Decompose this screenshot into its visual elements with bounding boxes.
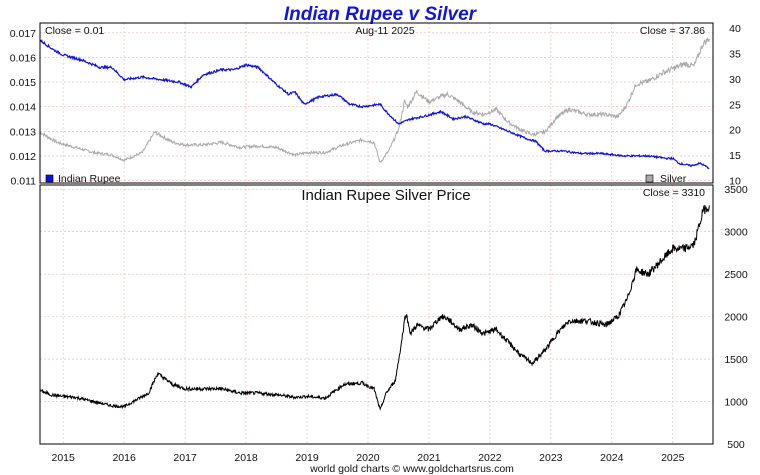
rupee-close-label: Close = 0.01 <box>45 25 104 37</box>
price-axis-tick: 3500 <box>724 184 748 196</box>
x-tick-label: 2025 <box>661 452 685 464</box>
chart-title: Indian Rupee v Silver <box>284 4 478 25</box>
top-right-axis: 40 35 30 25 20 15 10 <box>729 23 741 187</box>
price-close-label: Close = 3310 <box>643 187 705 199</box>
price-axis-tick: 2500 <box>724 269 748 281</box>
price-axis-tick: 500 <box>727 439 745 451</box>
bottom-panel-title: Indian Rupee Silver Price <box>301 187 470 204</box>
silver-axis-tick: 10 <box>729 175 741 187</box>
rupee-axis-tick: 0.012 <box>10 151 36 163</box>
price-axis-tick: 1000 <box>724 397 748 409</box>
silver-series-line <box>39 37 710 163</box>
rupee-legend-swatch <box>45 174 54 183</box>
silver-close-label: Close = 37.86 <box>640 25 705 37</box>
price-axis-tick: 2000 <box>724 312 748 324</box>
rupee-axis-tick: 0.011 <box>11 176 37 188</box>
x-tick-label: 2015 <box>51 452 75 464</box>
bottom-panel-grid <box>40 185 713 445</box>
price-axis-tick: 1500 <box>724 354 748 366</box>
x-tick-label: 2017 <box>173 452 197 464</box>
silver-legend-label: Silver <box>660 173 687 185</box>
rupee-axis-tick: 0.015 <box>10 77 36 89</box>
silver-axis-tick: 35 <box>729 48 741 60</box>
x-tick-label: 2016 <box>112 452 136 464</box>
rupee-axis-tick: 0.016 <box>10 52 36 64</box>
top-panel-series <box>39 37 710 170</box>
silver-axis-tick: 20 <box>729 125 741 137</box>
rupee-axis-tick: 0.013 <box>10 126 36 138</box>
x-tick-label: 2024 <box>600 452 624 464</box>
bottom-right-axis: 3500 3000 2500 2000 1500 1000 500 <box>724 184 748 451</box>
rupee-axis-tick: 0.017 <box>10 28 36 40</box>
x-axis: 2015 2016 2017 2018 2019 2020 2021 2022 2023 2024… <box>51 452 684 464</box>
silver-axis-tick: 25 <box>729 99 741 111</box>
top-panel-grid <box>40 23 713 183</box>
silver-axis-tick: 15 <box>729 150 741 162</box>
x-tick-label: 2022 <box>478 452 502 464</box>
rupee-legend-label: Indian Rupee <box>58 173 121 185</box>
price-axis-tick: 3000 <box>724 227 748 239</box>
date-label: Aug-11 2025 <box>355 25 415 37</box>
price-series-line <box>39 204 710 411</box>
x-tick-label: 2019 <box>295 452 319 464</box>
rupee-series-line <box>39 38 710 170</box>
footer-credit: world gold charts © www.goldchartsrus.co… <box>309 463 514 475</box>
rupee-axis-tick: 0.014 <box>10 102 36 114</box>
top-left-axis: 0.017 0.016 0.015 0.014 0.013 0.012 0.011 <box>10 28 36 188</box>
x-tick-label: 2023 <box>539 452 563 464</box>
silver-axis-tick: 30 <box>729 74 741 86</box>
bottom-panel-frame <box>39 184 714 445</box>
top-panel-frame <box>39 22 714 184</box>
x-tick-label: 2021 <box>417 452 441 464</box>
silver-axis-tick: 40 <box>729 23 741 35</box>
bottom-panel-series <box>39 204 710 411</box>
x-tick-label: 2020 <box>356 452 380 464</box>
x-tick-label: 2018 <box>234 452 258 464</box>
silver-legend-swatch <box>645 174 654 183</box>
